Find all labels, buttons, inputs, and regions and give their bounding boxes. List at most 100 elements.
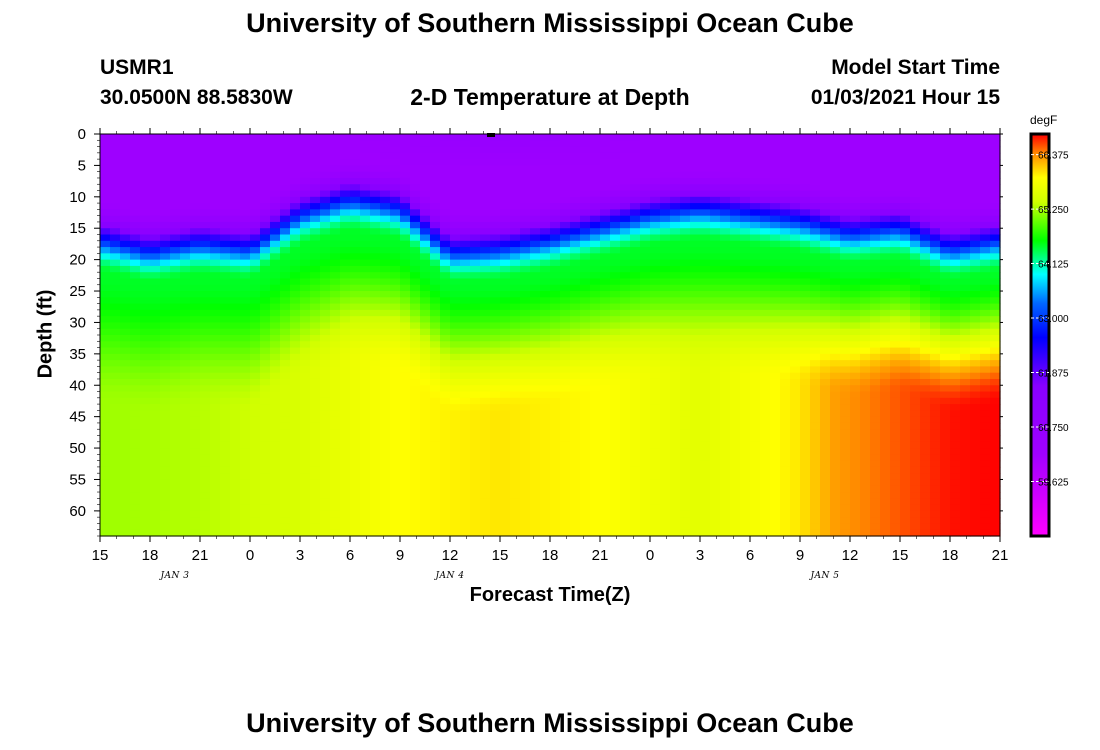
heatmap-cell <box>860 422 871 430</box>
heatmap-cell <box>660 196 671 204</box>
heatmap-cell <box>860 284 871 292</box>
heatmap-cell <box>450 498 461 506</box>
heatmap-cell <box>540 184 551 192</box>
heatmap-cell <box>790 284 801 292</box>
heatmap-cell <box>490 209 501 217</box>
heatmap-cell <box>480 492 491 499</box>
heatmap-cell <box>250 240 261 248</box>
heatmap-cell <box>120 247 131 254</box>
heatmap-cell <box>330 529 341 537</box>
heatmap-cell <box>250 460 261 468</box>
heatmap-cell <box>160 221 171 229</box>
heatmap-cell <box>520 184 531 192</box>
heatmap-cell <box>660 234 671 242</box>
heatmap-cell <box>870 234 881 242</box>
heatmap-cell <box>330 341 341 349</box>
heatmap-cell <box>390 203 401 210</box>
heatmap-cell <box>680 473 691 481</box>
heatmap-cell <box>140 215 151 223</box>
heatmap-cell <box>790 134 801 141</box>
heatmap-cell <box>520 473 531 481</box>
heatmap-cell <box>770 203 781 210</box>
heatmap-cell <box>850 460 861 468</box>
heatmap-cell <box>440 498 451 506</box>
heatmap-cell <box>350 309 361 317</box>
heatmap-cell <box>220 529 231 537</box>
heatmap-cell <box>670 429 681 437</box>
heatmap-cell <box>690 385 701 393</box>
heatmap-cell <box>630 479 641 487</box>
heatmap-cell <box>600 441 611 449</box>
heatmap-cell <box>150 416 161 424</box>
heatmap-cell <box>620 247 631 254</box>
heatmap-cell <box>550 177 561 185</box>
heatmap-cell <box>170 460 181 468</box>
heatmap-cell <box>480 309 491 317</box>
heatmap-cell <box>140 485 151 493</box>
heatmap-cell <box>740 385 751 393</box>
heatmap-cell <box>550 460 561 468</box>
heatmap-cell <box>470 221 481 229</box>
heatmap-cell <box>740 366 751 374</box>
heatmap-cell <box>720 460 731 468</box>
heatmap-cell <box>410 504 421 512</box>
heatmap-cell <box>340 152 351 160</box>
heatmap-cell <box>590 297 601 305</box>
heatmap-cell <box>160 265 171 273</box>
heatmap-cell <box>670 454 681 462</box>
heatmap-cell <box>490 322 501 330</box>
heatmap-cell <box>770 159 781 167</box>
heatmap-cell <box>330 322 341 330</box>
heatmap-cell <box>480 234 491 242</box>
heatmap-cell <box>130 316 141 324</box>
heatmap-cell <box>830 316 841 324</box>
heatmap-cell <box>340 397 351 405</box>
heatmap-cell <box>130 190 141 198</box>
heatmap-cell <box>430 328 441 336</box>
heatmap-cell <box>770 184 781 192</box>
heatmap-cell <box>580 159 591 167</box>
heatmap-cell <box>750 441 761 449</box>
heatmap-cell <box>310 278 321 286</box>
heatmap-cell <box>250 523 261 531</box>
heatmap-cell <box>670 360 681 368</box>
heatmap-cell <box>670 265 681 273</box>
heatmap-cell <box>500 353 511 361</box>
heatmap-cell <box>760 196 771 204</box>
heatmap-cell <box>330 265 341 273</box>
heatmap-cell <box>180 353 191 361</box>
heatmap-cell <box>560 498 571 506</box>
heatmap-cell <box>290 259 301 267</box>
heatmap-cell <box>160 165 171 173</box>
heatmap-cell <box>400 203 411 210</box>
heatmap-cell <box>420 265 431 273</box>
heatmap-cell <box>670 259 681 267</box>
heatmap-cell <box>640 209 651 217</box>
heatmap-cell <box>180 473 191 481</box>
heatmap-cell <box>650 498 661 506</box>
heatmap-cell <box>210 529 221 537</box>
heatmap-cell <box>740 410 751 418</box>
heatmap-cell <box>350 504 361 512</box>
heatmap-cell <box>830 517 841 525</box>
heatmap-cell <box>760 448 771 455</box>
heatmap-cell <box>870 303 881 311</box>
heatmap-cell <box>380 485 391 493</box>
heatmap-cell <box>280 140 291 148</box>
heatmap-cell <box>350 360 361 368</box>
heatmap-cell <box>360 253 371 261</box>
heatmap-cell <box>290 215 301 223</box>
heatmap-cell <box>420 171 431 179</box>
heatmap-cell <box>250 253 261 261</box>
heatmap-cell <box>820 272 831 280</box>
heatmap-cell <box>560 473 571 481</box>
heatmap-cell <box>810 316 821 324</box>
heatmap-cell <box>430 466 441 474</box>
heatmap-cell <box>380 479 391 487</box>
heatmap-cell <box>670 309 681 317</box>
heatmap-cell <box>560 529 571 537</box>
heatmap-cell <box>330 335 341 342</box>
heatmap-cell <box>600 159 611 167</box>
heatmap-cell <box>510 240 521 248</box>
heatmap-cell <box>710 152 721 160</box>
